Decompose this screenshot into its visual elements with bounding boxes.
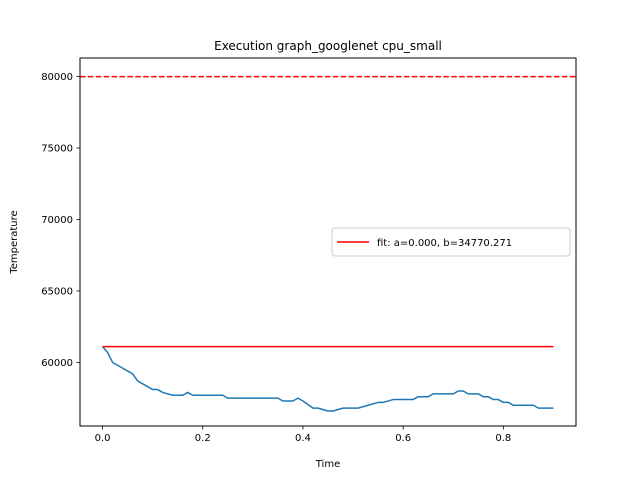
x-ticks: 0.0 0.2 0.4 0.6 0.8 [95,426,511,444]
x-tick-label: 0.6 [395,433,411,444]
x-tick-label: 0.8 [495,433,511,444]
axes-frame [79,57,577,427]
y-tick-label: 60000 [41,358,73,369]
legend-box [331,227,571,257]
y-tick-label: 65000 [41,286,73,297]
x-tick-label: 0.4 [295,433,311,444]
x-tick-label: 0.0 [95,433,111,444]
y-tick-label: 70000 [41,215,73,226]
temperature-line [101,346,554,412]
x-tick-label: 0.2 [195,433,211,444]
x-axis-label: Time [315,459,340,470]
chart-title: Execution graph_googlenet cpu_small [214,39,442,53]
plot-lines [80,75,576,412]
y-tick-label: 75000 [41,144,73,155]
y-ticks: 60000 65000 70000 75000 80000 [41,72,80,369]
y-tick-label: 80000 [41,72,73,83]
y-axis-label: Temperature [9,210,20,274]
legend: fit: a=0.000, b=34770.271 [331,227,571,257]
legend-entry-fit: fit: a=0.000, b=34770.271 [377,238,512,249]
